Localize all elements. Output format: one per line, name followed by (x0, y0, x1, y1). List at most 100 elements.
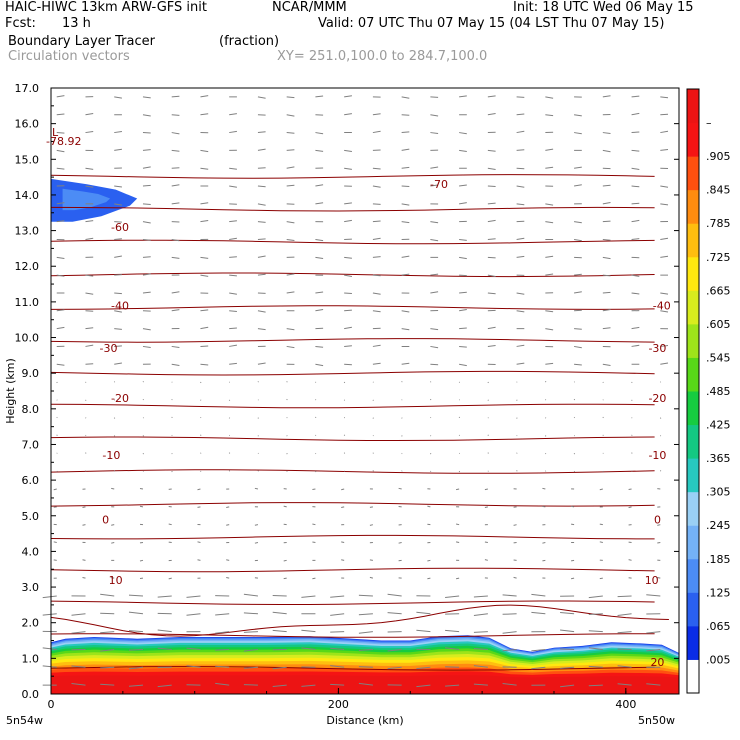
wind-vector (272, 684, 287, 687)
y-tick-label: 8.0 (22, 403, 40, 416)
isotherm-line (50, 370, 655, 376)
wind-vector (142, 203, 151, 205)
wind-vector (257, 470, 259, 472)
wind-vector (272, 611, 287, 615)
wind-vector (542, 559, 546, 562)
wind-vector (445, 647, 460, 650)
wind-vector (459, 291, 467, 294)
wind-vector (114, 274, 122, 276)
wind-vector (602, 256, 611, 260)
wind-vector (229, 220, 237, 223)
wind-vector (315, 95, 324, 98)
colorbar-swatch (687, 391, 699, 426)
y-axis-title: Height (km) (4, 358, 17, 424)
wind-vector (200, 95, 209, 98)
wind-vector (473, 613, 488, 616)
wind-vector (660, 113, 669, 116)
colorbar-swatch (687, 256, 699, 291)
temperature-contours (50, 174, 669, 671)
wind-vector (113, 435, 116, 437)
wind-vector (502, 613, 517, 615)
contour-label: -70 (430, 178, 448, 191)
wind-vector (229, 113, 237, 116)
wind-vector (215, 682, 230, 686)
wind-vector (257, 435, 259, 437)
wind-vector (372, 113, 381, 116)
wind-vector (416, 684, 431, 688)
wind-vector (531, 648, 546, 652)
colorbar-swatch (687, 290, 699, 325)
wind-vector (168, 523, 172, 526)
isotherm-line (50, 239, 655, 245)
wind-vector (171, 239, 180, 242)
isotherm-line (50, 534, 655, 540)
wind-vector (301, 595, 316, 598)
tracer-fill-layer (51, 178, 679, 694)
wind-vector (372, 237, 381, 240)
wind-vector (602, 202, 611, 205)
wind-vector (128, 630, 144, 633)
colorbar-label: .365 (706, 452, 731, 465)
contour-label: -30 (99, 342, 117, 355)
wind-vector (113, 417, 116, 419)
wind-vector (372, 310, 381, 313)
wind-vector (484, 541, 488, 543)
wind-vector (401, 114, 410, 116)
colorbar-swatch (687, 558, 699, 593)
wind-vector (430, 291, 439, 294)
wind-vector (85, 220, 94, 223)
wind-vector (487, 238, 496, 240)
wind-vector (171, 95, 180, 98)
wind-vector (516, 203, 525, 206)
wind-vector (114, 345, 122, 347)
wind-vector (56, 256, 65, 259)
wind-vector (341, 559, 345, 561)
wind-vector (542, 487, 546, 490)
wind-vector (560, 666, 575, 669)
wind-vector (286, 453, 288, 455)
isotherm-line (50, 338, 655, 343)
wind-vector (484, 488, 488, 491)
colorbar: .005 .065 .125 .185 .245 .305 .365 .425 .485 .545… (686, 88, 731, 694)
wind-vector (257, 185, 266, 188)
colorbar-swatch (687, 189, 699, 224)
wind-vector (114, 131, 122, 134)
wind-vector (257, 203, 266, 206)
wind-vector (344, 256, 352, 259)
wind-vector (330, 665, 345, 668)
wind-vector (286, 96, 295, 99)
wind-vector (330, 595, 345, 598)
wind-vector (226, 577, 230, 579)
wind-vector (445, 666, 460, 668)
wind-vector (487, 326, 496, 330)
wind-vector (372, 167, 381, 170)
wind-vector (85, 185, 94, 188)
wind-vector (114, 362, 122, 365)
wind-vector (458, 470, 461, 473)
wind-vector (82, 524, 86, 526)
y-tick-label: 17.0 (15, 82, 40, 95)
wind-vector (387, 666, 402, 670)
wind-vector (502, 683, 517, 686)
wind-vector (197, 559, 201, 561)
wind-vector (430, 328, 439, 331)
wind-vector (114, 310, 122, 313)
wind-vector (186, 613, 201, 616)
wind-vector (257, 328, 266, 331)
wind-vector (301, 629, 316, 633)
wind-vector (631, 452, 633, 454)
colorbar-swatch (687, 525, 699, 560)
wind-vector (157, 629, 172, 633)
wind-vector (128, 648, 143, 651)
wind-vector (427, 559, 431, 562)
wind-vector (286, 221, 295, 224)
wind-vector (358, 613, 373, 616)
wind-vector (257, 96, 266, 99)
wind-vector (200, 149, 209, 153)
wind-vector (574, 345, 582, 349)
wind-vector (430, 132, 439, 134)
wind-vector (660, 310, 669, 313)
cross-section-coords: XY= 251.0,100.0 to 284.7,100.0 (277, 49, 488, 64)
wind-vector (228, 452, 231, 454)
contour-label: -10 (648, 449, 666, 462)
